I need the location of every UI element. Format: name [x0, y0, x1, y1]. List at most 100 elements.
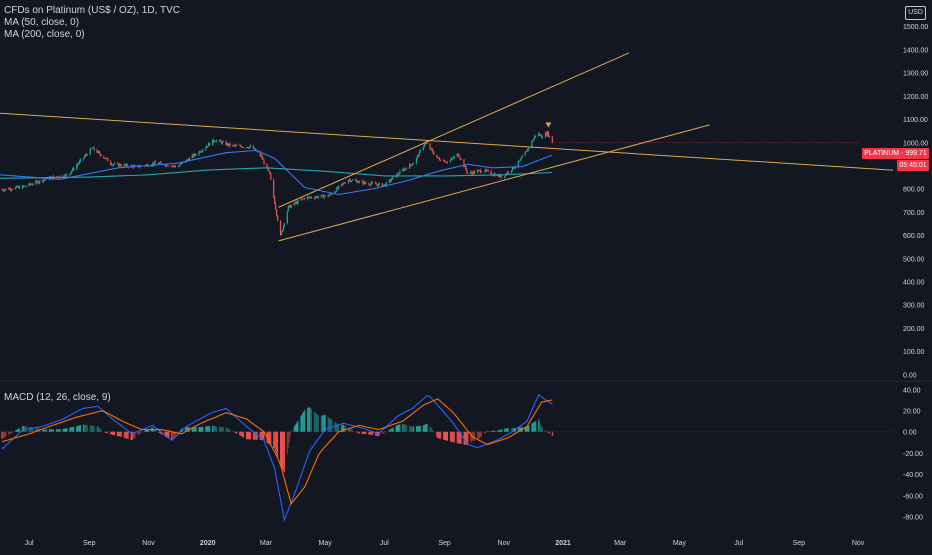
macd-histogram-bar — [212, 425, 214, 432]
candle-body — [351, 179, 353, 181]
candle-body — [175, 166, 177, 168]
candle-body — [457, 153, 459, 156]
macd-axis-tick: -40.00 — [903, 472, 923, 479]
macd-histogram-bar — [532, 422, 534, 432]
candle-body — [269, 171, 271, 174]
candle-body — [274, 197, 276, 205]
ma50-line[interactable] — [0, 149, 553, 196]
macd-histogram-bar — [159, 431, 161, 434]
macd-histogram-bar — [236, 431, 238, 434]
candle-body — [301, 198, 303, 200]
macd-histogram-bar — [45, 429, 47, 432]
currency-button[interactable]: USD — [905, 6, 926, 20]
macd-histogram-bar — [219, 426, 221, 432]
macd-histogram-bar — [538, 419, 540, 432]
macd-histogram-bar — [440, 431, 442, 439]
macd-histogram-bar — [254, 431, 256, 440]
macd-histogram-bar — [222, 427, 224, 432]
candle-body — [385, 182, 387, 186]
candle-body — [321, 194, 323, 196]
price-axis-tick: 200.00 — [903, 326, 925, 333]
macd-histogram-bar — [8, 431, 10, 435]
trendline-3[interactable] — [278, 124, 710, 242]
candle-body — [191, 154, 193, 158]
macd-histogram-bar — [281, 431, 283, 470]
macd-histogram-bar — [187, 426, 189, 432]
ma50-legend[interactable]: MA (50, close, 0) — [4, 17, 80, 28]
candle-body — [409, 164, 412, 165]
candle-body — [151, 163, 153, 166]
macd-histogram-bar — [194, 426, 196, 432]
candle-body — [256, 151, 258, 152]
macd-histogram-bar — [191, 426, 193, 432]
macd-histogram-bar — [44, 429, 46, 432]
candle-body — [125, 164, 127, 166]
macd-histogram-bar — [85, 424, 87, 432]
candle-body — [227, 143, 229, 146]
candle-body — [467, 172, 469, 174]
macd-histogram-bar — [153, 428, 155, 432]
trendline-1[interactable] — [0, 112, 894, 171]
candle-body — [199, 151, 201, 153]
macd-histogram-bar — [337, 424, 339, 432]
macd-histogram-bar — [317, 415, 319, 432]
macd-histogram-bar — [392, 427, 394, 432]
macd-histogram-bar — [78, 425, 80, 432]
macd-histogram-bar — [147, 429, 149, 432]
macd-histogram-bar — [398, 424, 400, 432]
macd-axis-tick: -60.00 — [903, 493, 923, 500]
candle-body — [520, 157, 522, 160]
macd-histogram-bar — [126, 431, 128, 439]
candle-body — [83, 156, 86, 158]
candle-body — [331, 193, 333, 195]
candle-body — [343, 182, 345, 184]
macd-histogram-bar — [18, 428, 20, 432]
ma200-legend[interactable]: MA (200, close, 0) — [4, 29, 85, 40]
symbol-title[interactable]: CFDs on Platinum (US$ / OZ), 1D, TVC — [4, 5, 180, 16]
candle-body — [59, 175, 61, 178]
macd-histogram-bar — [361, 431, 363, 434]
macd-histogram-bar — [331, 419, 333, 432]
macd-signal-line[interactable] — [1, 398, 553, 505]
candle-body — [289, 205, 291, 208]
macd-histogram-bar — [111, 431, 113, 435]
macd-histogram-bar — [167, 431, 169, 439]
candle-body — [411, 164, 414, 166]
candle-body — [86, 154, 88, 156]
macd-histogram-bar — [51, 429, 53, 432]
candle-body — [42, 180, 44, 182]
candle-body — [277, 215, 279, 221]
macd-histogram-bar — [103, 431, 105, 433]
macd-histogram-bar — [21, 426, 23, 432]
candle-body — [222, 141, 224, 143]
trendline-2[interactable] — [278, 52, 630, 208]
macd-histogram-bar — [259, 431, 261, 440]
macd-legend[interactable]: MACD (12, 26, close, 9) — [4, 392, 111, 403]
macd-histogram-bar — [58, 429, 60, 432]
candle-body — [294, 202, 296, 204]
ma200-line[interactable] — [0, 167, 553, 179]
candle-body — [538, 133, 540, 136]
candle-body — [431, 148, 433, 151]
candle-body — [464, 166, 466, 167]
candle-body — [82, 157, 85, 160]
macd-histogram-bar — [97, 426, 99, 432]
candle-body — [134, 165, 136, 166]
macd-histogram-bar — [233, 431, 235, 433]
macd-histogram-bar — [517, 427, 519, 432]
macd-histogram-bar — [302, 412, 304, 432]
candle-body — [22, 185, 24, 187]
macd-histogram-bar — [363, 431, 365, 434]
macd-line[interactable] — [1, 393, 553, 522]
time-axis-tick: Nov — [498, 540, 511, 547]
price-axis-tick: 600.00 — [903, 233, 925, 240]
candle-body — [382, 185, 385, 187]
macd-histogram-bar — [370, 431, 372, 435]
candle-body — [99, 152, 101, 155]
candle-body — [29, 183, 31, 185]
candle-body — [474, 171, 476, 173]
macd-histogram-bar — [542, 427, 544, 432]
macd-histogram-bar — [62, 428, 64, 432]
